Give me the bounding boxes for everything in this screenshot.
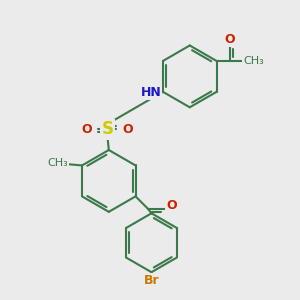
Text: CH₃: CH₃ — [243, 56, 264, 66]
Text: Br: Br — [144, 274, 159, 287]
Text: O: O — [166, 199, 177, 212]
Text: O: O — [224, 33, 235, 46]
Text: O: O — [123, 123, 133, 136]
Text: O: O — [81, 123, 92, 136]
Text: HN: HN — [140, 86, 161, 99]
Text: S: S — [101, 120, 113, 138]
Text: CH₃: CH₃ — [47, 158, 68, 167]
